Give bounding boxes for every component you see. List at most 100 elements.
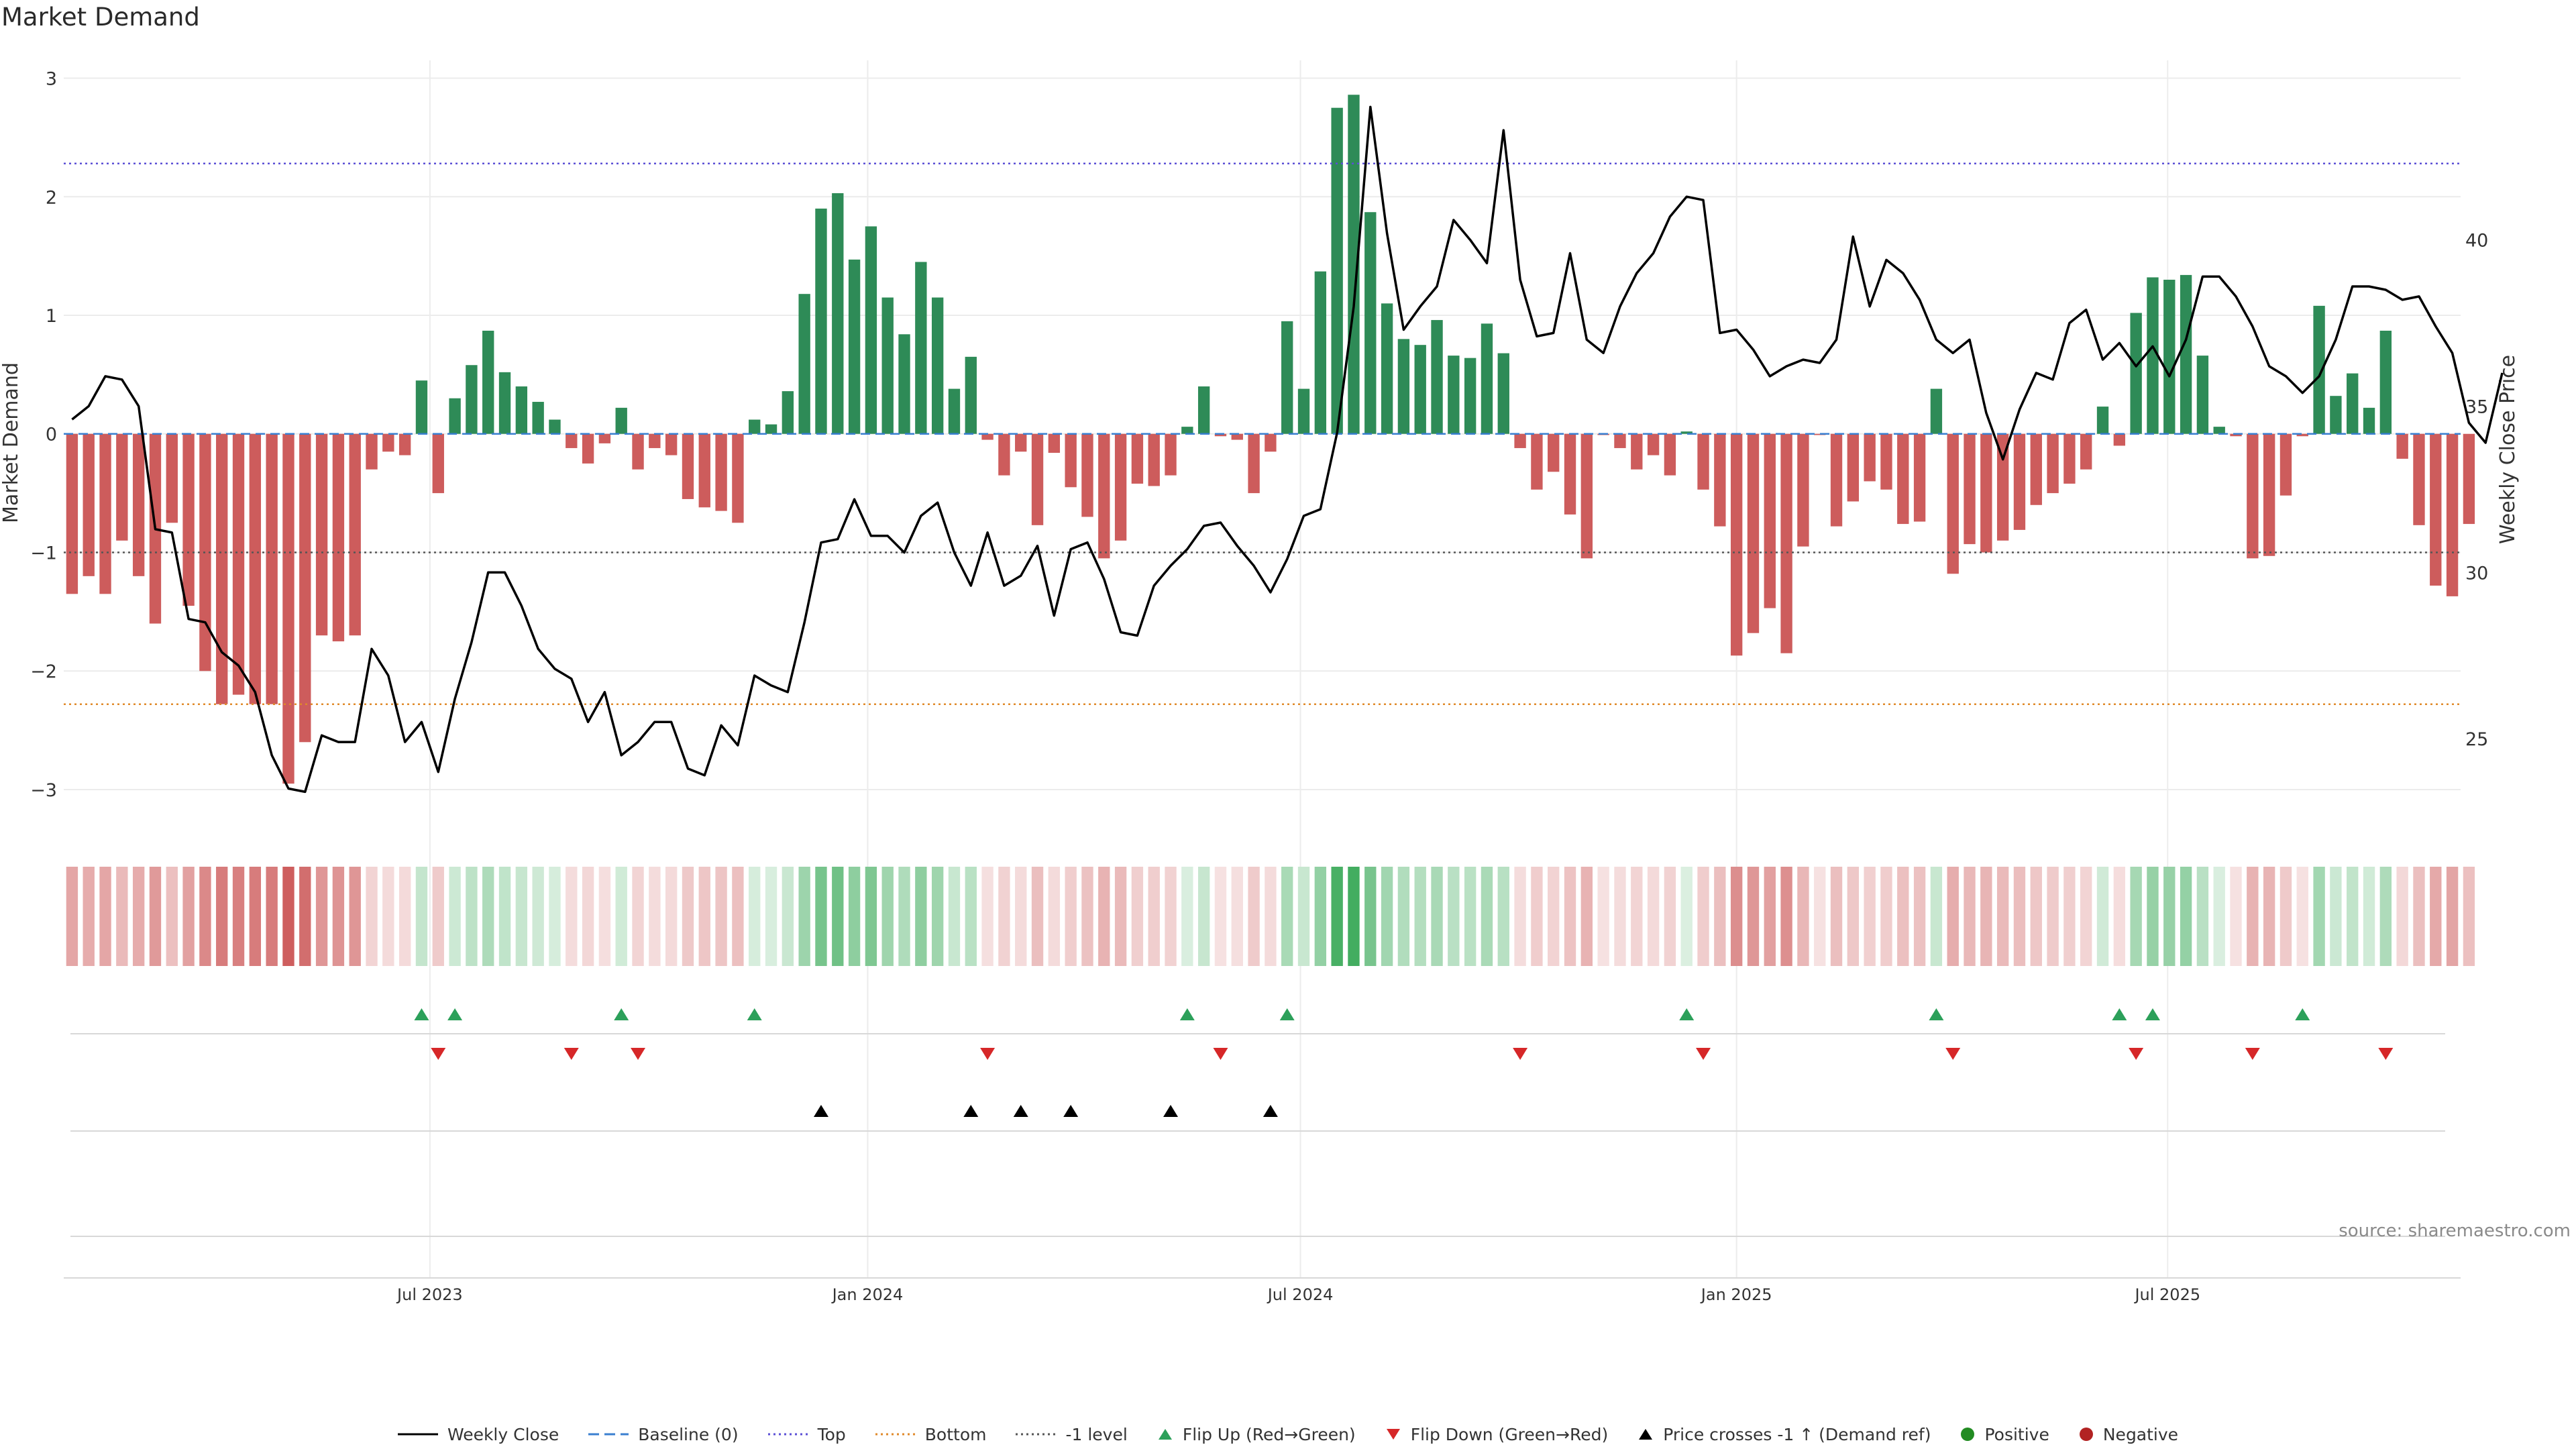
heat-strip-cell <box>1331 867 1343 966</box>
flip-down-marker <box>2245 1048 2260 1060</box>
demand-bar <box>332 433 345 642</box>
heat-strip-cell <box>166 867 178 966</box>
demand-bar <box>449 398 461 434</box>
demand-bar <box>1481 323 1493 434</box>
heat-strip-cell <box>482 867 494 966</box>
demand-bar <box>749 419 761 434</box>
demand-bar <box>1497 353 1509 434</box>
legend-label-flip-down: Flip Down (Green→Red) <box>1410 1424 1609 1444</box>
heat-strip-cell <box>2313 867 2325 966</box>
demand-bar <box>1564 433 1576 515</box>
demand-bar <box>1098 433 1110 559</box>
heat-strip-cell <box>266 867 278 966</box>
heat-strip-cell <box>1548 867 1560 966</box>
flip-down-marker <box>2378 1048 2394 1060</box>
demand-bar <box>1148 433 1160 486</box>
demand-bar <box>2013 433 2026 530</box>
demand-bar <box>1031 433 1044 525</box>
heat-strip-cell <box>2147 867 2159 966</box>
legend-item-negative: Negative <box>2079 1425 2178 1444</box>
demand-bar <box>549 419 561 434</box>
legend-item-weekly-close: Weekly Close <box>397 1424 559 1444</box>
demand-bar <box>1081 433 1093 517</box>
demand-bar <box>266 433 278 704</box>
y-tick-label-left: −3 <box>30 780 57 801</box>
legend-label-minus-one-level: -1 level <box>1065 1424 1128 1444</box>
heat-strip-cell <box>981 867 994 966</box>
y-tick-label-right: 40 <box>2465 231 2488 252</box>
heat-strip-cell <box>1714 867 1726 966</box>
heat-strip-cell <box>1697 867 1709 966</box>
demand-bar <box>1314 271 1327 434</box>
demand-bar <box>1281 321 1293 434</box>
heat-strip-cell <box>782 867 794 966</box>
legend: Weekly Close Baseline (0) Top Bottom -1 … <box>0 1421 2576 1448</box>
flip-up-marker <box>1179 1008 1195 1020</box>
flip-down-marker <box>1213 1048 1228 1060</box>
demand-bar <box>2163 279 2176 434</box>
demand-bar <box>1531 433 1543 490</box>
heat-strip-cell <box>2196 867 2209 966</box>
heat-strip-cell <box>1297 867 1310 966</box>
heat-strip-cell <box>1730 867 1743 966</box>
price-cross-marker <box>1063 1105 1079 1117</box>
demand-bar <box>1830 433 1843 527</box>
demand-bar <box>765 424 777 434</box>
demand-bar <box>99 433 111 594</box>
demand-bar <box>2313 305 2325 434</box>
demand-bar <box>382 433 394 452</box>
heat-strip-cell <box>1880 867 1892 966</box>
demand-bar <box>2363 407 2375 434</box>
demand-bar <box>166 433 178 523</box>
demand-bar <box>798 294 810 434</box>
flip-up-marker <box>1929 1008 1944 1020</box>
heat-strip-cell <box>1913 867 1926 966</box>
source-note: source: sharemaestro.com <box>2339 1221 2571 1241</box>
heat-strip-cell <box>2363 867 2375 966</box>
legend-item-minus-one-level: -1 level <box>1016 1424 1128 1444</box>
heat-strip-cell <box>498 867 511 966</box>
heat-strip-cell <box>532 867 544 966</box>
heat-strip-cell <box>1397 867 1410 966</box>
heat-strip-cell <box>749 867 761 966</box>
demand-bar <box>1747 433 1760 633</box>
heat-strip-cell <box>449 867 461 966</box>
heat-strip-cell <box>1847 867 1860 966</box>
demand-bar <box>2130 313 2142 434</box>
demand-bar <box>715 433 727 511</box>
demand-bar <box>598 433 611 443</box>
heat-strip-cell <box>566 867 578 966</box>
heat-strip-cell <box>1764 867 1776 966</box>
demand-bar <box>998 433 1010 476</box>
heat-strip-cell <box>2113 867 2126 966</box>
demand-bar <box>66 433 78 594</box>
demand-bar <box>1764 433 1776 608</box>
demand-bar <box>2030 433 2042 505</box>
demand-bar <box>349 433 361 636</box>
chart-title: Market Demand <box>1 3 200 32</box>
heat-strip-cell <box>1481 867 1493 966</box>
heat-strip-cell <box>349 867 361 966</box>
heat-strip-cell <box>2130 867 2142 966</box>
heat-strip-cell <box>832 867 844 966</box>
heat-strip-cell <box>1248 867 1260 966</box>
demand-bar <box>1381 303 1393 434</box>
heat-strip-cell <box>2047 867 2059 966</box>
y-tick-label-left: 3 <box>46 69 57 90</box>
heat-strip-cell <box>2030 867 2042 966</box>
demand-bar <box>1248 433 1260 494</box>
heat-strip-cell <box>1797 867 1809 966</box>
legend-label-weekly-close: Weekly Close <box>447 1424 559 1444</box>
demand-bar <box>1880 433 1892 490</box>
demand-bar <box>2413 433 2425 525</box>
heat-strip-cell <box>132 867 145 966</box>
heat-strip-cell <box>865 867 877 966</box>
y-tick-label-left: 2 <box>46 187 57 208</box>
demand-bar <box>1414 345 1426 434</box>
legend-item-flip-down: Flip Down (Green→Red) <box>1385 1424 1609 1444</box>
demand-bar <box>632 433 644 470</box>
flip-up-marker <box>2295 1008 2310 1020</box>
x-tick-label: Jul 2024 <box>1267 1285 1334 1304</box>
demand-bar <box>116 433 128 541</box>
heat-strip-cell <box>1597 867 1609 966</box>
